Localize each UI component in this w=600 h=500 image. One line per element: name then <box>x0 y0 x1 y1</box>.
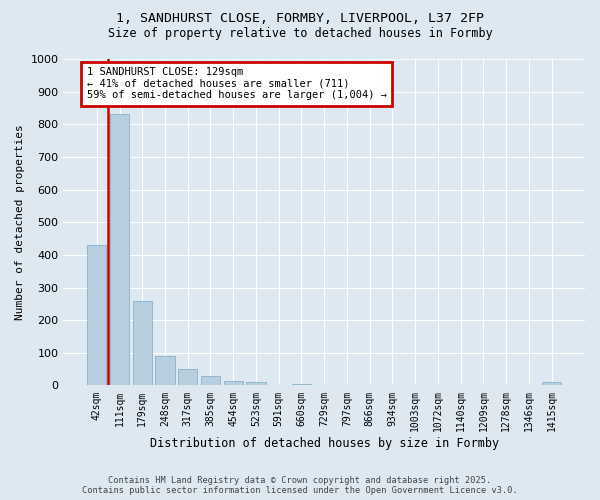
Text: 1, SANDHURST CLOSE, FORMBY, LIVERPOOL, L37 2FP: 1, SANDHURST CLOSE, FORMBY, LIVERPOOL, L… <box>116 12 484 26</box>
Bar <box>292 384 311 386</box>
Bar <box>178 369 197 386</box>
Bar <box>87 245 106 386</box>
Bar <box>133 300 152 386</box>
Bar <box>542 382 561 386</box>
Text: Size of property relative to detached houses in Formby: Size of property relative to detached ho… <box>107 28 493 40</box>
Bar <box>224 380 243 386</box>
Bar <box>247 382 266 386</box>
Text: Contains HM Land Registry data © Crown copyright and database right 2025.
Contai: Contains HM Land Registry data © Crown c… <box>82 476 518 495</box>
Bar <box>201 376 220 386</box>
Text: 1 SANDHURST CLOSE: 129sqm
← 41% of detached houses are smaller (711)
59% of semi: 1 SANDHURST CLOSE: 129sqm ← 41% of detac… <box>86 67 386 100</box>
Y-axis label: Number of detached properties: Number of detached properties <box>15 124 25 320</box>
Bar <box>155 356 175 386</box>
Bar <box>110 114 129 386</box>
X-axis label: Distribution of detached houses by size in Formby: Distribution of detached houses by size … <box>149 437 499 450</box>
